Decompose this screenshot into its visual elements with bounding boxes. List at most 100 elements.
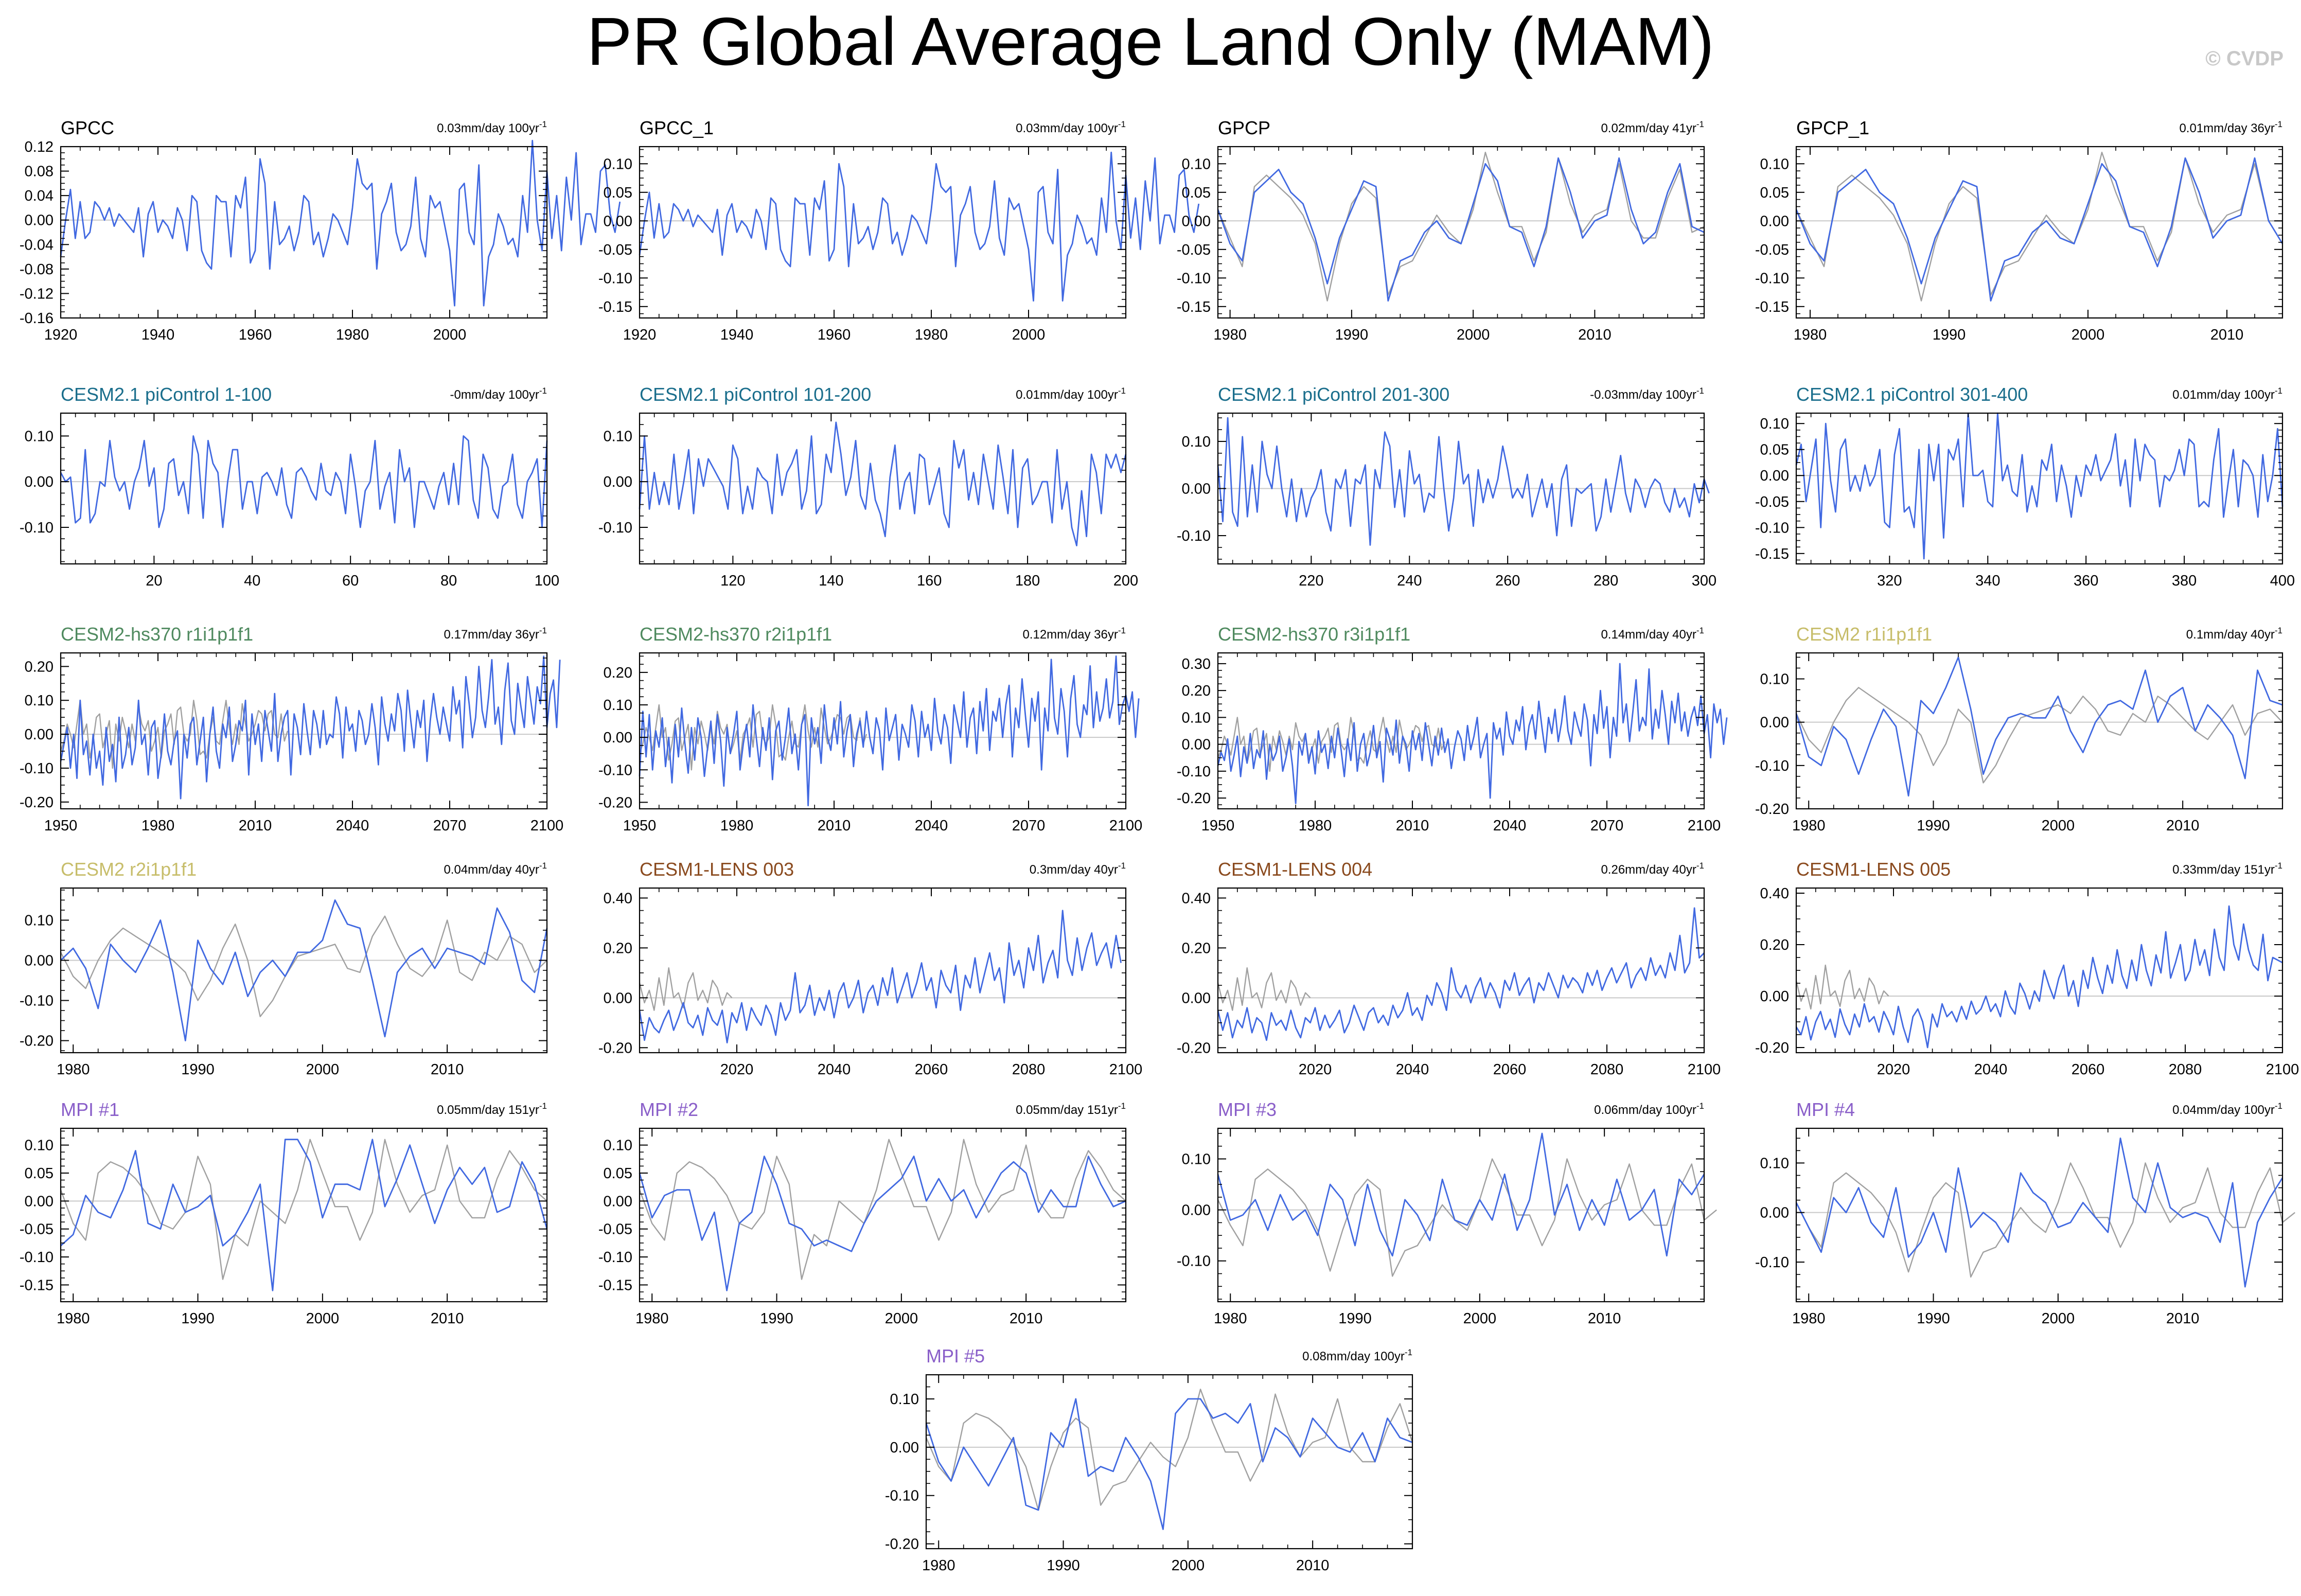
trend-label: 0.06mm/day 100yr-1 — [1594, 1101, 1704, 1117]
y-tick-label: 0.05 — [604, 185, 632, 201]
observation-series-line — [60, 1139, 547, 1280]
x-tick-label: 1960 — [818, 327, 851, 343]
y-tick-label: -0.10 — [598, 520, 632, 536]
panel-title: GPCC_1 — [640, 117, 714, 138]
y-tick-label: 0.00 — [25, 726, 54, 743]
model-series-line — [1795, 1137, 2284, 1288]
x-tick-label: 260 — [1495, 573, 1520, 589]
chart-panel: 0.10 0.00 -0.10 1980 1990 2000 2010 MPI #4 0.04m… — [1755, 1099, 2295, 1327]
chart-panel: 0.40 0.20 0.00 -0.20 2020 2040 2060 2080 2100 CES… — [598, 859, 1142, 1078]
observation-series-line — [1217, 967, 1311, 1011]
x-tick-label: 2010 — [2166, 1310, 2200, 1327]
y-tick-label: 0.10 — [25, 693, 54, 709]
page-title: PR Global Average Land Only (MAM) — [587, 4, 1714, 79]
panel-title: CESM2 r1i1p1f1 — [1796, 624, 1932, 645]
trend-label: -0mm/day 100yr-1 — [450, 386, 547, 402]
chart-panel: 0.10 0.05 0.00 -0.05 -0.10 -0.15 1920 1940 1960 1… — [598, 117, 1200, 343]
y-tick-label: 0.00 — [604, 474, 632, 490]
y-tick-label: -0.10 — [1177, 270, 1211, 287]
y-tick-label: -0.15 — [1755, 546, 1789, 562]
model-series-line — [60, 435, 548, 528]
x-tick-label: 280 — [1594, 573, 1618, 589]
x-tick-label: 2070 — [1590, 818, 1624, 834]
plot-frame — [1217, 887, 1705, 1054]
plot-frame — [1795, 146, 2284, 319]
panel-title: MPI #2 — [640, 1099, 698, 1120]
x-tick-label: 2000 — [1463, 1310, 1497, 1327]
trend-label: 0.01mm/day 100yr-1 — [1016, 386, 1126, 402]
x-tick-label: 200 — [1113, 573, 1138, 589]
trend-label: 0.01mm/day 36yr-1 — [2179, 119, 2282, 135]
y-tick-label: 0.00 — [1182, 481, 1211, 498]
copyright-watermark: © CVDP — [2205, 47, 2284, 70]
model-series-line — [1795, 657, 2283, 797]
panel-title: GPCP_1 — [1796, 117, 1869, 138]
y-tick-label: 0.04 — [25, 188, 54, 204]
x-tick-label: 1980 — [1214, 1310, 1247, 1327]
y-tick-label: -0.05 — [1177, 242, 1211, 258]
y-tick-label: -0.10 — [1177, 528, 1211, 544]
x-tick-label: 1980 — [141, 818, 175, 834]
y-tick-label: -0.05 — [1755, 494, 1789, 510]
x-tick-label: 2010 — [1578, 327, 1612, 343]
x-tick-label: 1980 — [57, 1061, 90, 1078]
x-tick-label: 2040 — [818, 1061, 851, 1078]
y-tick-label: -0.20 — [1177, 790, 1211, 807]
y-tick-label: -0.10 — [598, 1249, 632, 1266]
panel-title: CESM1-LENS 004 — [1218, 859, 1372, 880]
x-tick-label: 2010 — [239, 818, 272, 834]
y-tick-label: 0.00 — [1760, 715, 1789, 731]
y-tick-label: 0.08 — [25, 164, 54, 180]
y-tick-label: -0.20 — [885, 1536, 919, 1553]
x-tick-label: 40 — [244, 573, 260, 589]
chart-panel: 0.10 0.00 -0.10 120 140 160 180 200 CESM2.1 piCo… — [598, 384, 1138, 589]
x-tick-label: 2020 — [720, 1061, 754, 1078]
x-tick-label: 1980 — [635, 1310, 669, 1327]
x-tick-label: 2040 — [336, 818, 369, 834]
trend-label: 0.04mm/day 100yr-1 — [2172, 1101, 2282, 1117]
plot-frame — [1795, 1127, 2284, 1303]
x-tick-label: 2100 — [1688, 1061, 1721, 1078]
x-tick-label: 2000 — [306, 1310, 340, 1327]
x-tick-label: 1920 — [44, 327, 78, 343]
chart-panel: 0.20 0.10 0.00 -0.10 -0.20 1950 1980 2010 2040 20… — [598, 624, 1142, 834]
y-tick-label: -0.20 — [20, 1033, 54, 1050]
chart-panel: 0.40 0.20 0.00 -0.20 2020 2040 2060 2080 2100 CES… — [1755, 859, 2299, 1078]
y-tick-label: 0.10 — [1760, 416, 1789, 432]
x-tick-label: 2100 — [530, 818, 564, 834]
trend-label: 0.03mm/day 100yr-1 — [437, 119, 547, 135]
y-tick-label: -0.05 — [20, 1221, 54, 1238]
observation-series-line — [1217, 151, 1705, 302]
x-tick-label: 1990 — [181, 1310, 215, 1327]
x-tick-label: 2020 — [1299, 1061, 1332, 1078]
x-tick-label: 1980 — [1299, 818, 1332, 834]
y-tick-label: 0.10 — [1760, 156, 1789, 172]
x-tick-label: 1980 — [922, 1557, 955, 1574]
y-tick-label: 0.05 — [1182, 185, 1211, 201]
panel-title: MPI #1 — [61, 1099, 119, 1120]
plot-frame — [925, 1374, 1413, 1550]
y-tick-label: 0.10 — [1760, 671, 1789, 688]
y-tick-label: 0.30 — [1182, 656, 1211, 672]
x-tick-label: 2080 — [2169, 1061, 2202, 1078]
x-tick-label: 2040 — [1396, 1061, 1429, 1078]
chart-panel: 0.10 0.05 0.00 -0.05 -0.10 -0.15 320 340 360 380 4… — [1755, 384, 2295, 589]
x-tick-label: 1980 — [1213, 327, 1247, 343]
y-tick-label: 0.10 — [25, 912, 54, 929]
y-tick-label: -0.05 — [598, 1221, 632, 1238]
panel-title: CESM1-LENS 003 — [640, 859, 794, 880]
x-tick-label: 1990 — [1047, 1557, 1080, 1574]
chart-panel: 0.12 0.08 0.04 0.00 -0.04 -0.08 -0.12 -0.161920… — [20, 117, 621, 343]
y-tick-label: 0.00 — [1182, 737, 1211, 753]
x-tick-label: 2040 — [1974, 1061, 2008, 1078]
x-tick-label: 1990 — [1933, 327, 1966, 343]
x-tick-label: 1990 — [181, 1061, 215, 1078]
x-tick-label: 2010 — [431, 1061, 464, 1078]
panel-title: MPI #3 — [1218, 1099, 1277, 1120]
plot-frame — [639, 887, 1127, 1054]
panel-title: CESM1-LENS 005 — [1796, 859, 1951, 880]
model-series-line — [60, 139, 621, 307]
